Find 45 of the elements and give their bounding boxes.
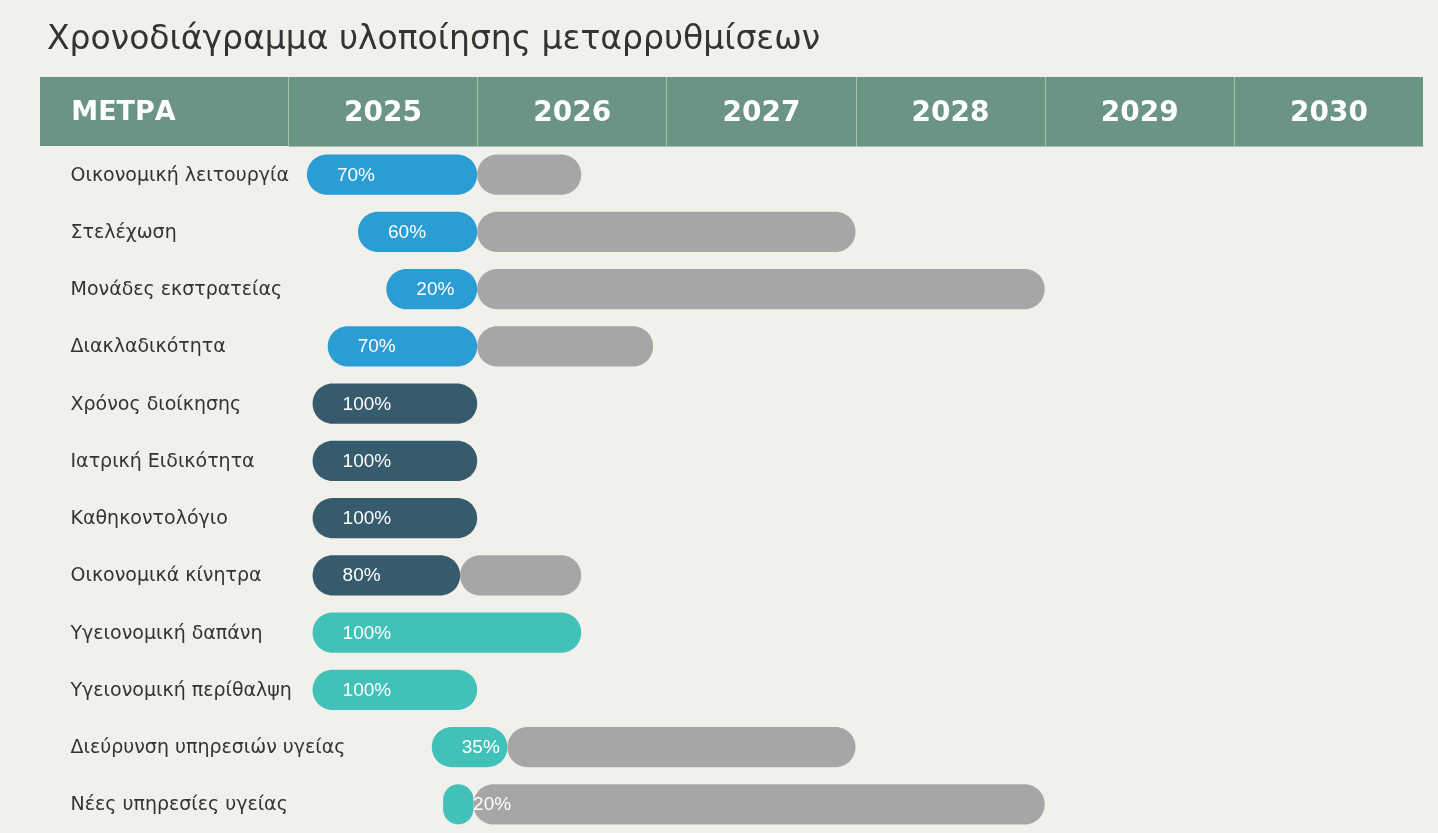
annotation: 100% bbox=[342, 507, 392, 529]
x-tick-label: 2030 bbox=[1289, 94, 1368, 128]
x-tick-label: 2028 bbox=[911, 94, 990, 128]
y-tick-label: Στελέχωση bbox=[70, 219, 177, 242]
bar bbox=[327, 326, 478, 367]
y-axis-title: ΜΕΤΡΑ bbox=[71, 94, 176, 126]
annotation: 20% bbox=[473, 793, 512, 815]
y-tick-label: Μονάδες εκστρατείας bbox=[70, 277, 283, 300]
x-tick-label: 2026 bbox=[533, 94, 612, 128]
y-tick-label: Διεύρυνση υπηρεσιών υγείας bbox=[70, 735, 346, 758]
y-tick-label: Νέες υπηρεσίες υγείας bbox=[70, 792, 288, 815]
bar bbox=[312, 383, 478, 424]
bar bbox=[477, 269, 1045, 310]
y-tick-label: Χρόνος διοίκησης bbox=[70, 391, 242, 414]
x-tick-label: 2025 bbox=[344, 94, 423, 128]
annotation: 100% bbox=[342, 678, 392, 700]
bar bbox=[312, 440, 478, 481]
bar bbox=[306, 154, 478, 195]
bar bbox=[477, 211, 856, 252]
annotation: 70% bbox=[357, 335, 396, 357]
annotation: 80% bbox=[342, 564, 381, 586]
y-tick-label: Υγειονομική δαπάνη bbox=[69, 620, 263, 643]
x-tick-label: 2027 bbox=[722, 94, 801, 128]
bar bbox=[477, 326, 654, 367]
y-tick-label: Οικονομική λειτουργία bbox=[70, 162, 289, 185]
chart-title: Χρονοδιάγραμμα υλοποίησης μεταρρυθμίσεων bbox=[47, 18, 821, 57]
bar bbox=[312, 612, 582, 653]
annotation: 100% bbox=[342, 621, 392, 643]
annotation: 35% bbox=[461, 736, 500, 758]
y-tick-label: Οικονομικά κίνητρα bbox=[70, 563, 262, 586]
y-tick-label: Καθηκοντολόγιο bbox=[70, 506, 228, 529]
annotation: 100% bbox=[342, 392, 392, 414]
annotation: 100% bbox=[342, 449, 392, 471]
bar bbox=[312, 498, 478, 539]
y-tick-label: Διακλαδικότητα bbox=[70, 334, 226, 357]
y-tick-label: Ιατρική Ειδικότητα bbox=[70, 448, 255, 471]
bar bbox=[312, 555, 461, 596]
annotation: 20% bbox=[416, 278, 455, 300]
annotation: 60% bbox=[387, 220, 427, 242]
x-tick-label: 2029 bbox=[1100, 94, 1179, 128]
bar bbox=[473, 784, 1045, 825]
annotation: 70% bbox=[336, 163, 376, 185]
y-tick-label: Υγειονομική περίθαλψη bbox=[69, 677, 292, 700]
bar bbox=[312, 669, 478, 710]
bar bbox=[507, 727, 856, 768]
